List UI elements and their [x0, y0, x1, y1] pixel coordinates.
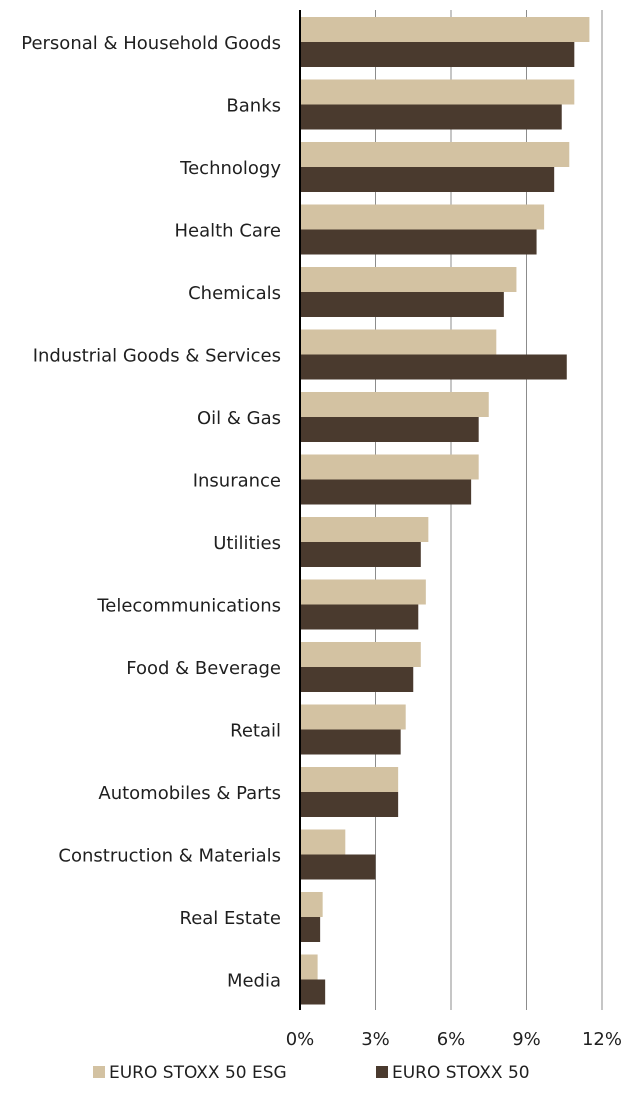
- bar-index-15: [300, 979, 326, 1005]
- category-label: Personal & Household Goods: [21, 33, 281, 54]
- category-label: Utilities: [213, 533, 281, 554]
- bar-index-12: [300, 792, 399, 817]
- legend-swatch-1: [376, 1066, 388, 1078]
- category-label: Real Estate: [180, 908, 282, 929]
- bar-esg-5: [300, 329, 497, 355]
- bar-esg-4: [300, 267, 517, 292]
- x-tick-label: 12%: [582, 1029, 622, 1050]
- category-label: Oil & Gas: [197, 408, 281, 429]
- legend-swatch-0: [93, 1066, 105, 1078]
- bar-index-14: [300, 917, 321, 942]
- bar-index-8: [300, 542, 421, 567]
- bar-index-13: [300, 854, 376, 880]
- x-tick-label: 3%: [361, 1029, 390, 1050]
- legend-label-1: EURO STOXX 50: [392, 1063, 530, 1083]
- bar-esg-7: [300, 454, 479, 480]
- x-tick-labels: 0% 3% 6% 9% 12%: [286, 1029, 622, 1050]
- bar-esg-13: [300, 829, 346, 855]
- bar-esg-11: [300, 704, 406, 730]
- bar-index-3: [300, 229, 537, 255]
- bar-index-11: [300, 729, 401, 755]
- category-label: Media: [227, 971, 281, 992]
- legend-label-0: EURO STOXX 50 ESG: [109, 1063, 287, 1083]
- bar-esg-6: [300, 392, 489, 417]
- category-label: Telecommunications: [96, 596, 281, 617]
- bar-esg-14: [300, 892, 323, 917]
- category-label: Chemicals: [188, 283, 281, 304]
- category-label: Retail: [230, 721, 281, 742]
- bar-index-0: [300, 42, 575, 67]
- bar-esg-10: [300, 642, 421, 667]
- bar-esg-8: [300, 517, 429, 542]
- bar-index-5: [300, 354, 567, 380]
- x-tick-label: 9%: [512, 1029, 541, 1050]
- bar-index-6: [300, 417, 479, 442]
- bar-esg-2: [300, 142, 570, 167]
- category-label: Technology: [179, 158, 281, 179]
- bar-esg-12: [300, 767, 399, 792]
- bar-esg-15: [300, 954, 318, 980]
- category-label: Health Care: [174, 221, 281, 242]
- legend: EURO STOXX 50 ESG EURO STOXX 50: [93, 1063, 530, 1083]
- bar-esg-9: [300, 579, 426, 605]
- bar-index-4: [300, 292, 504, 317]
- category-labels: Personal & Household Goods Banks Technolog…: [21, 33, 281, 992]
- category-label: Automobiles & Parts: [98, 783, 281, 804]
- bar-index-10: [300, 667, 414, 692]
- bar-esg-1: [300, 79, 575, 105]
- category-label: Food & Beverage: [126, 658, 281, 679]
- bar-index-1: [300, 104, 562, 130]
- bar-index-2: [300, 167, 555, 192]
- category-label: Industrial Goods & Services: [33, 346, 281, 367]
- bar-esg-3: [300, 204, 545, 230]
- bars: [300, 17, 590, 1005]
- bar-index-7: [300, 479, 472, 505]
- x-tick-label: 6%: [437, 1029, 466, 1050]
- category-label: Banks: [226, 96, 281, 117]
- x-tick-label: 0%: [286, 1029, 315, 1050]
- bar-index-9: [300, 604, 419, 630]
- category-label: Insurance: [193, 471, 281, 492]
- bar-esg-0: [300, 17, 590, 42]
- category-label: Construction & Materials: [58, 846, 281, 867]
